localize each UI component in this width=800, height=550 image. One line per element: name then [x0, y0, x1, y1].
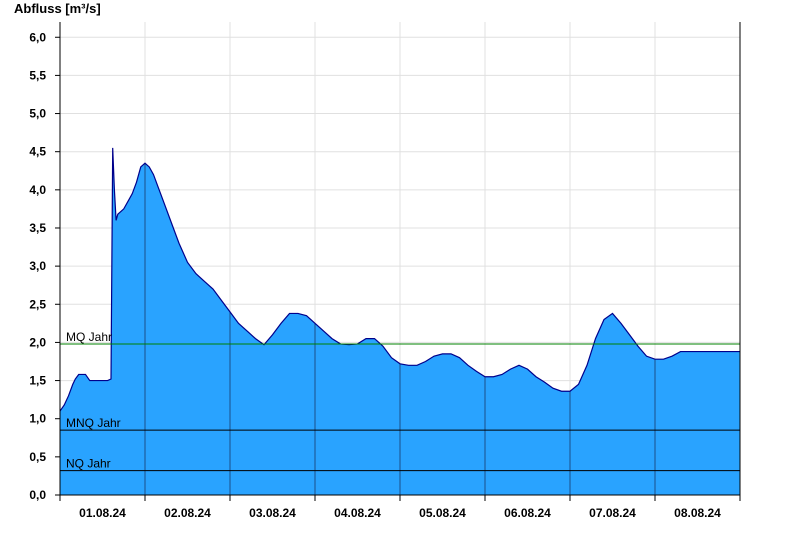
- ref-label-0: MQ Jahr: [66, 330, 112, 344]
- ref-label-2: NQ Jahr: [66, 457, 111, 471]
- y-tick-label: 3,0: [29, 259, 46, 273]
- y-tick-label: 2,5: [29, 297, 46, 311]
- discharge-line: [59, 147, 740, 412]
- y-tick-label: 0,5: [29, 450, 46, 464]
- y-tick-label: 3,5: [29, 221, 46, 235]
- plot-area: [59, 147, 740, 495]
- y-tick-label: 4,5: [29, 145, 46, 159]
- y-tick-label: 6,0: [29, 30, 46, 44]
- y-tick-label: 0,0: [29, 488, 46, 502]
- x-tick-label: 01.08.24: [79, 506, 126, 520]
- x-tick-label: 05.08.24: [419, 506, 466, 520]
- y-tick-label: 1,5: [29, 374, 46, 388]
- x-tick-label: 04.08.24: [334, 506, 381, 520]
- y-tick-label: 4,0: [29, 183, 46, 197]
- ref-label-1: MNQ Jahr: [66, 416, 121, 430]
- x-tick-label: 06.08.24: [504, 506, 551, 520]
- y-tick-label: 2,0: [29, 335, 46, 349]
- x-tick-label: 02.08.24: [164, 506, 211, 520]
- x-tick-label: 07.08.24: [589, 506, 636, 520]
- axes: 0,0 0,5 1,0 1,5 2,0 2,5 3,0 3,5 4,0 4,5 5,0 5,5 6,0 0…: [29, 22, 741, 520]
- y-tick-label: 1,0: [29, 412, 46, 426]
- y-tick-label: 5,0: [29, 107, 46, 121]
- reference-lines: MQ Jahr MNQ Jahr NQ Jahr: [60, 330, 740, 472]
- y-axis-title: Abfluss [m³/s]: [14, 1, 101, 16]
- y-tick-label: 5,5: [29, 68, 46, 82]
- x-tick-label: 03.08.24: [249, 506, 296, 520]
- x-tick-label: 08.08.24: [674, 506, 721, 520]
